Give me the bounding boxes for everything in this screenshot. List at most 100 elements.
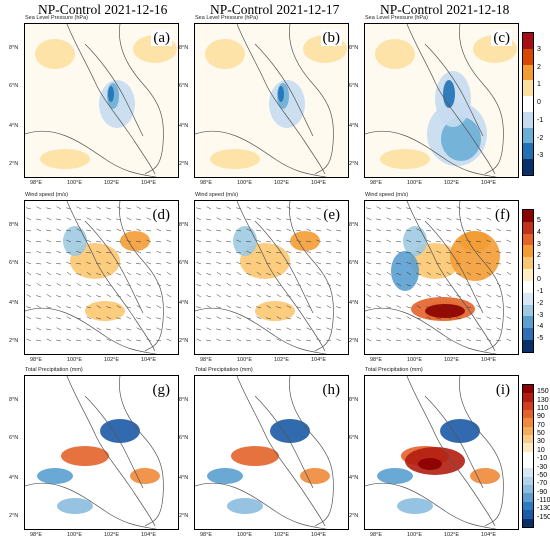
colorbar-segment bbox=[523, 33, 533, 49]
lon-tick: 100°E bbox=[237, 357, 253, 363]
panel-label: (c) bbox=[491, 30, 512, 46]
colorbar-segment bbox=[523, 292, 533, 305]
colorbar-label: -5 bbox=[537, 335, 544, 343]
lon-tick: 100°E bbox=[237, 532, 253, 538]
colorbar-segment bbox=[523, 393, 533, 402]
map-field bbox=[195, 24, 348, 177]
colorbar-segment bbox=[523, 435, 533, 444]
panel-label: (a) bbox=[151, 30, 172, 46]
lon-tick: 100°E bbox=[407, 532, 423, 538]
lon-tick: 100°E bbox=[237, 180, 253, 186]
lat-tick: 2°N bbox=[349, 338, 359, 344]
colorbar-label: 4 bbox=[537, 228, 541, 236]
lon-tick: 102°E bbox=[444, 532, 460, 538]
lat-tick: 8°N bbox=[349, 397, 359, 403]
lat-tick: 8°N bbox=[179, 45, 189, 51]
lon-tick: 98°E bbox=[370, 180, 382, 186]
lat-tick: 4°N bbox=[9, 123, 19, 129]
colorbar-label: -1 bbox=[537, 287, 544, 295]
colorbar-segment bbox=[523, 233, 533, 246]
lat-tick: 6°N bbox=[179, 83, 189, 89]
lon-tick: 104°E bbox=[141, 532, 157, 538]
lon-tick: 98°E bbox=[30, 357, 42, 363]
lat-tick: 6°N bbox=[349, 435, 359, 441]
lat-tick: 6°N bbox=[349, 260, 359, 266]
lat-tick: 4°N bbox=[349, 123, 359, 129]
colorbar-segment bbox=[523, 245, 533, 258]
lat-tick: 8°N bbox=[179, 397, 189, 403]
map-field bbox=[25, 201, 178, 354]
panel-label: (i) bbox=[493, 382, 512, 398]
panel-label: (g) bbox=[150, 382, 172, 398]
colorbar-segment bbox=[523, 96, 533, 112]
lon-tick: 104°E bbox=[141, 357, 157, 363]
colorbar-segment bbox=[523, 328, 533, 341]
lat-tick: 4°N bbox=[179, 475, 189, 481]
colorbar-segment bbox=[523, 468, 533, 477]
colorbar-label: -150 bbox=[537, 513, 550, 521]
colorbar-label: 5 bbox=[537, 216, 541, 224]
lat-tick: 2°N bbox=[9, 338, 19, 344]
colorbar-label: -110 bbox=[537, 496, 550, 504]
lat-tick: 6°N bbox=[9, 435, 19, 441]
lat-tick: 8°N bbox=[9, 397, 19, 403]
colorbar-segment bbox=[523, 443, 533, 452]
colorbar-label: -3 bbox=[537, 311, 544, 319]
colorbar-segment bbox=[523, 304, 533, 317]
colorbar-segment bbox=[523, 159, 533, 175]
row-label: Wind speed (m/s) bbox=[25, 192, 69, 198]
map-panel: (c) bbox=[364, 23, 519, 178]
colorbar-segment bbox=[523, 80, 533, 97]
map-field bbox=[365, 376, 518, 529]
lon-tick: 104°E bbox=[481, 357, 497, 363]
lon-tick: 102°E bbox=[104, 532, 120, 538]
lat-tick: 4°N bbox=[9, 475, 19, 481]
row-label: Wind speed (m/s) bbox=[365, 192, 409, 198]
lon-tick: 102°E bbox=[274, 532, 290, 538]
lon-tick: 104°E bbox=[141, 180, 157, 186]
colorbar-segment bbox=[523, 460, 533, 469]
lat-tick: 2°N bbox=[349, 161, 359, 167]
colorbar-label: -2 bbox=[537, 299, 544, 307]
column-title-3: NP-Control 2021-12-18 bbox=[380, 2, 510, 17]
map-panel: (h) bbox=[194, 375, 349, 530]
colorbar-segment bbox=[523, 418, 533, 427]
colorbar-label: 2 bbox=[537, 63, 541, 71]
colorbar-label: 2 bbox=[537, 252, 541, 260]
map-panel: (b) bbox=[194, 23, 349, 178]
lon-tick: 98°E bbox=[30, 532, 42, 538]
colorbar-precip bbox=[522, 384, 534, 528]
row-label: Sea Level Pressure (hPa) bbox=[195, 15, 258, 21]
colorbar-segment bbox=[523, 518, 533, 527]
map-field bbox=[365, 201, 518, 354]
lat-tick: 8°N bbox=[179, 222, 189, 228]
colorbar-segment bbox=[523, 493, 533, 502]
row-label: Total Precipitation (mm) bbox=[195, 367, 253, 373]
colorbar-label: -4 bbox=[537, 323, 544, 331]
lat-tick: 8°N bbox=[9, 222, 19, 228]
lat-tick: 4°N bbox=[179, 300, 189, 306]
lon-tick: 102°E bbox=[444, 357, 460, 363]
colorbar-segment bbox=[523, 426, 533, 436]
colorbar-label: 1 bbox=[537, 81, 541, 89]
map-panel: (g) bbox=[24, 375, 179, 530]
lat-tick: 2°N bbox=[9, 513, 19, 519]
colorbar-segment bbox=[523, 401, 533, 411]
lon-tick: 98°E bbox=[200, 180, 212, 186]
colorbar-segment bbox=[523, 257, 533, 270]
lon-tick: 98°E bbox=[370, 357, 382, 363]
colorbar-segment bbox=[523, 143, 533, 160]
colorbar-segment bbox=[523, 111, 533, 128]
lon-tick: 102°E bbox=[444, 180, 460, 186]
map-panel: (i) bbox=[364, 375, 519, 530]
colorbar-segment bbox=[523, 210, 533, 222]
colorbar-label: 0 bbox=[537, 99, 541, 106]
lat-tick: 6°N bbox=[9, 260, 19, 266]
map-field bbox=[195, 201, 348, 354]
colorbar-label: 3 bbox=[537, 45, 541, 53]
lon-tick: 104°E bbox=[481, 180, 497, 186]
panel-label: (f) bbox=[493, 207, 512, 223]
colorbar-label: -50 bbox=[537, 471, 548, 479]
lon-tick: 98°E bbox=[30, 180, 42, 186]
lon-tick: 100°E bbox=[67, 180, 83, 186]
